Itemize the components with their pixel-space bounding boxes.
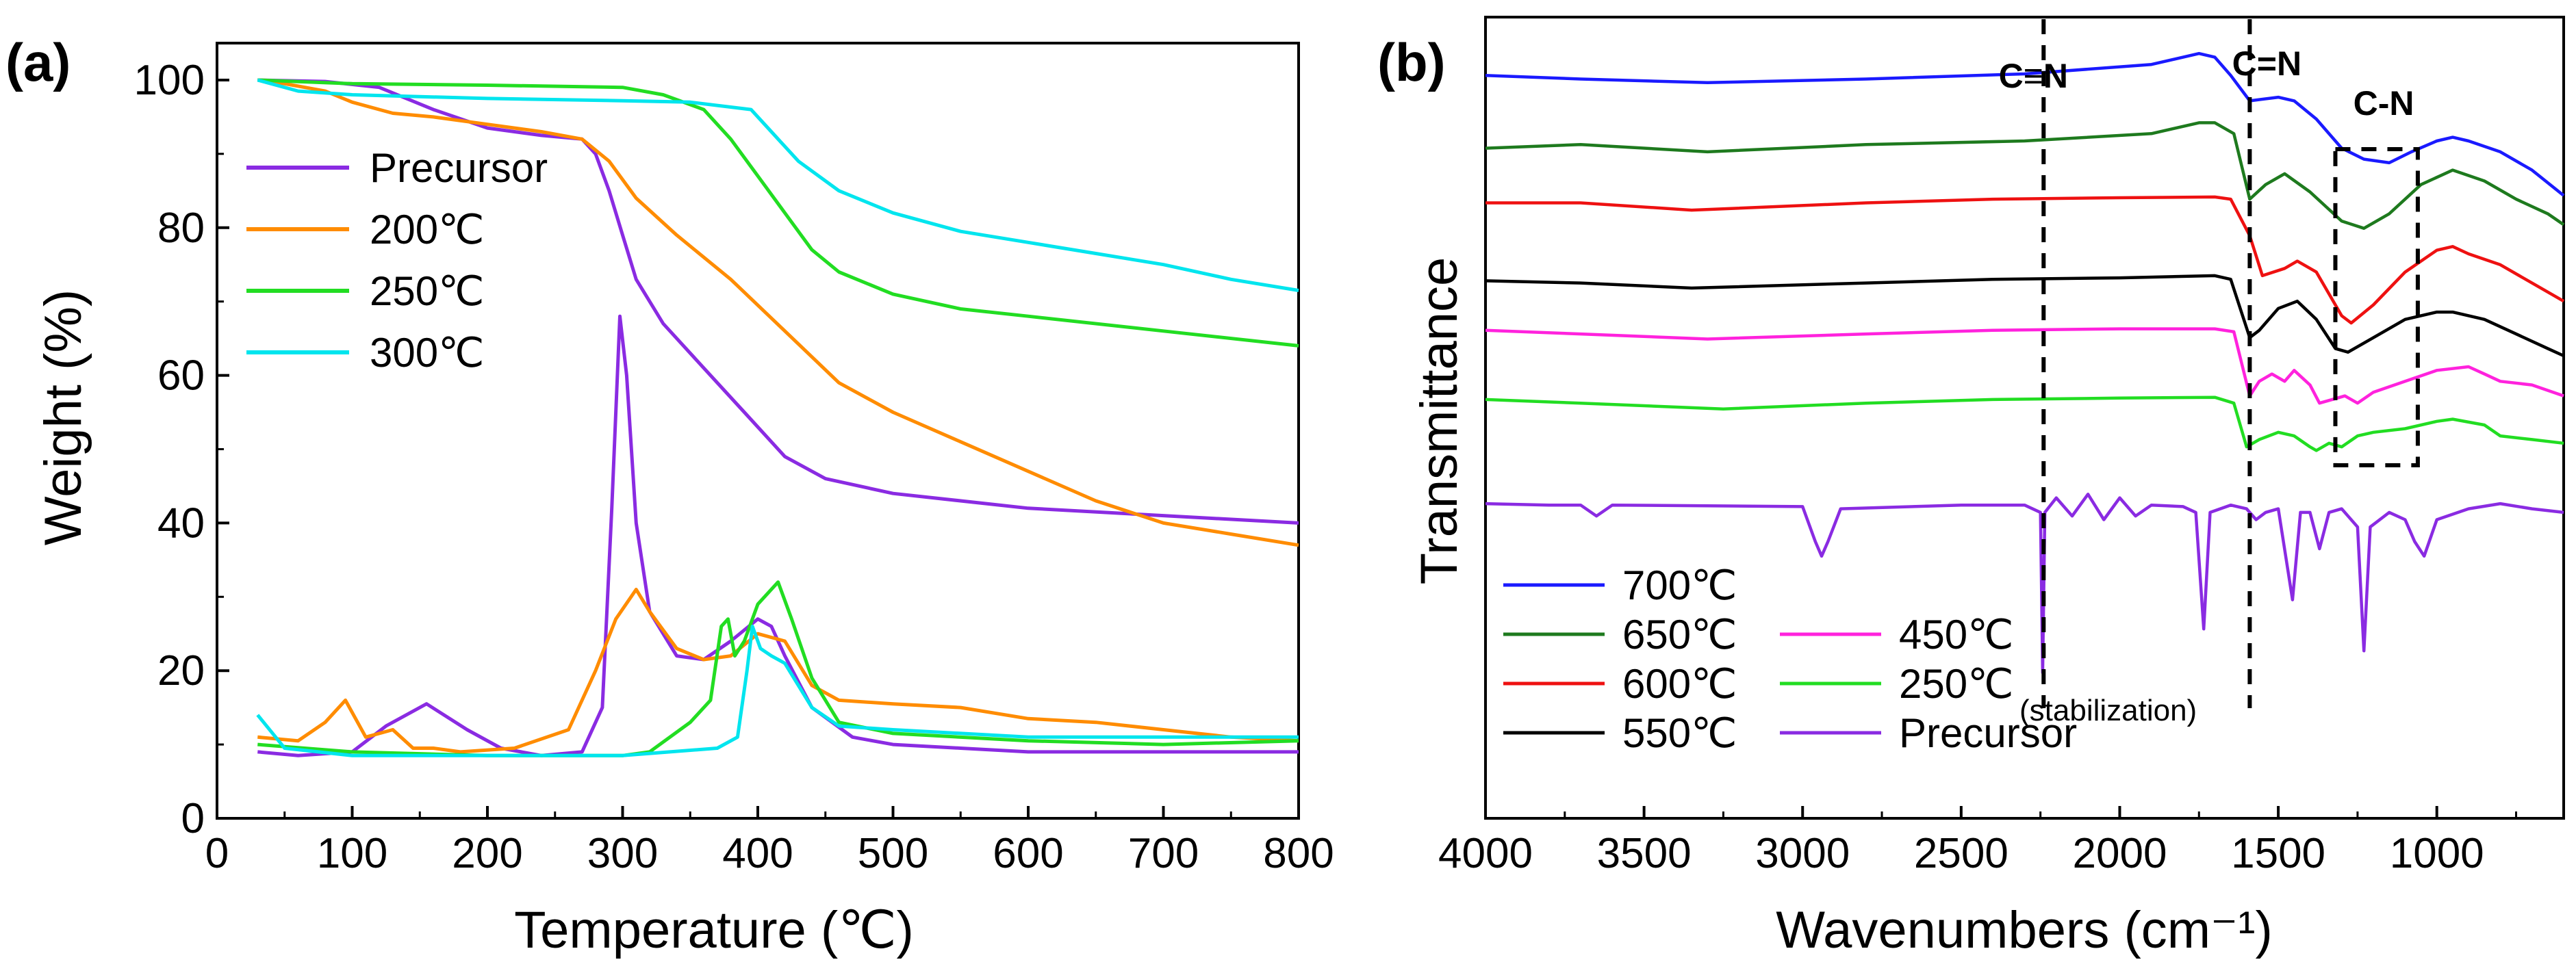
panel-b-label: (b)	[1377, 32, 1446, 92]
panel-b-series-precursor	[1485, 493, 2564, 675]
panel-b-series-450c	[1485, 327, 2564, 405]
panel-a-series-300c-dtg	[256, 624, 1299, 757]
panel-a-x-tick-label: 500	[858, 830, 928, 877]
panel-b-legend-label-600c: 600℃	[1622, 661, 1737, 707]
panel-a-y-axis-title: Weight (%)	[34, 289, 92, 545]
panel-a-x-tick-label: 700	[1128, 830, 1199, 877]
panel-b-x-tick-label: 2000	[2073, 830, 2167, 877]
panel-a-x-axis-title: Temperature (℃)	[514, 901, 914, 959]
panel-a-y-tick-label: 20	[157, 647, 205, 694]
cn-single-box	[2333, 147, 2420, 467]
panel-a-series-200c-dtg	[257, 588, 1299, 754]
panel-b-series-550c	[1485, 274, 2564, 358]
panel-a-series-precursor-dtg	[257, 314, 1299, 757]
panel-b-series-700c	[1485, 51, 2565, 197]
panel-b-legend-label-650c: 650℃	[1622, 612, 1737, 658]
cn-triple-label: C≡N	[1999, 57, 2068, 95]
panel-a-axes: 0 100 200 300 400 500 600 700 800 0 20 40 60 80 100	[134, 42, 1334, 877]
panel-b: (b) 4000 3500 3000 2500 2000 1500 1000 C≡N C=NC…	[1377, 16, 2565, 959]
panel-a-x-tick-label: 0	[205, 830, 229, 877]
panel-b-series	[1485, 51, 2565, 675]
panel-a-legend-label-precursor: Precursor	[370, 145, 548, 191]
cn-single-label: C-N	[2354, 84, 2414, 122]
panel-b-legend-note: (stabilization)	[2019, 694, 2197, 727]
panel-b-y-axis-title: Transmittance	[1410, 257, 1468, 585]
panel-a-series-300c	[257, 78, 1299, 292]
panel-b-legend-label-precursor: Precursor	[1899, 710, 2077, 756]
panel-a-x-tick-label: 800	[1263, 830, 1334, 877]
panel-b-x-tick-label: 1500	[2231, 830, 2325, 877]
panel-b-x-tick-label: 3500	[1597, 830, 1692, 877]
panel-b-x-tick-label: 3000	[1755, 830, 1850, 877]
panel-b-x-axis-title: Wavenumbers (cm⁻¹)	[1776, 901, 2273, 959]
panel-a-y-tick-label: 60	[157, 352, 205, 400]
panel-a-series-precursor	[257, 78, 1299, 525]
panel-b-legend-label-250c: 250℃	[1899, 661, 2014, 707]
panel-a-x-tick-label: 100	[317, 830, 387, 877]
panel-a-series-250c	[257, 78, 1299, 348]
panel-b-series-250c	[1485, 395, 2564, 452]
panel-a-label: (a)	[5, 32, 71, 92]
panel-b-x-tick-label: 1000	[2390, 830, 2484, 877]
panel-a-series	[256, 78, 1299, 757]
panel-a-y-tick-label: 100	[134, 57, 205, 104]
panel-b-series-650c	[1485, 121, 2565, 230]
panel-a: (a) 0 100 200 300 400 500 600 700 800 0 20 40 60 80 10…	[5, 32, 1334, 959]
panel-a-x-tick-label: 200	[452, 830, 522, 877]
panel-b-series-600c	[1485, 195, 2565, 325]
panel-b-frame	[1484, 16, 2565, 820]
panel-b-x-tick-label: 2500	[1914, 830, 2008, 877]
panel-a-y-tick-label: 80	[157, 205, 205, 252]
panel-b-annotations: C≡N C=N C-N	[1999, 19, 2420, 708]
panel-a-legend: Precursor 200℃ 250℃ 300℃	[246, 145, 548, 376]
panel-a-y-tick-label: 0	[181, 795, 205, 842]
panel-a-x-tick-label: 300	[587, 830, 658, 877]
panel-a-y-tick-label: 40	[157, 499, 205, 547]
panel-b-axes: 4000 3500 3000 2500 2000 1500 1000	[1438, 16, 2565, 877]
panel-a-x-tick-label: 600	[993, 830, 1063, 877]
panel-b-legend-label-700c: 700℃	[1622, 562, 1737, 608]
panel-b-legend-label-450c: 450℃	[1899, 612, 2014, 658]
panel-a-series-250c-dtg	[257, 580, 1299, 757]
panel-a-x-tick-label: 400	[722, 830, 793, 877]
panel-b-legend-label-550c: 550℃	[1622, 710, 1737, 756]
panel-a-legend-label-300c: 300℃	[370, 330, 485, 376]
panel-b-x-tick-label: 4000	[1438, 830, 1533, 877]
panel-a-series-200c	[257, 78, 1299, 547]
panel-a-legend-label-200c: 200℃	[370, 207, 485, 252]
cn-double-label: C=N	[2232, 44, 2301, 83]
panel-a-legend-label-250c: 250℃	[370, 268, 485, 314]
